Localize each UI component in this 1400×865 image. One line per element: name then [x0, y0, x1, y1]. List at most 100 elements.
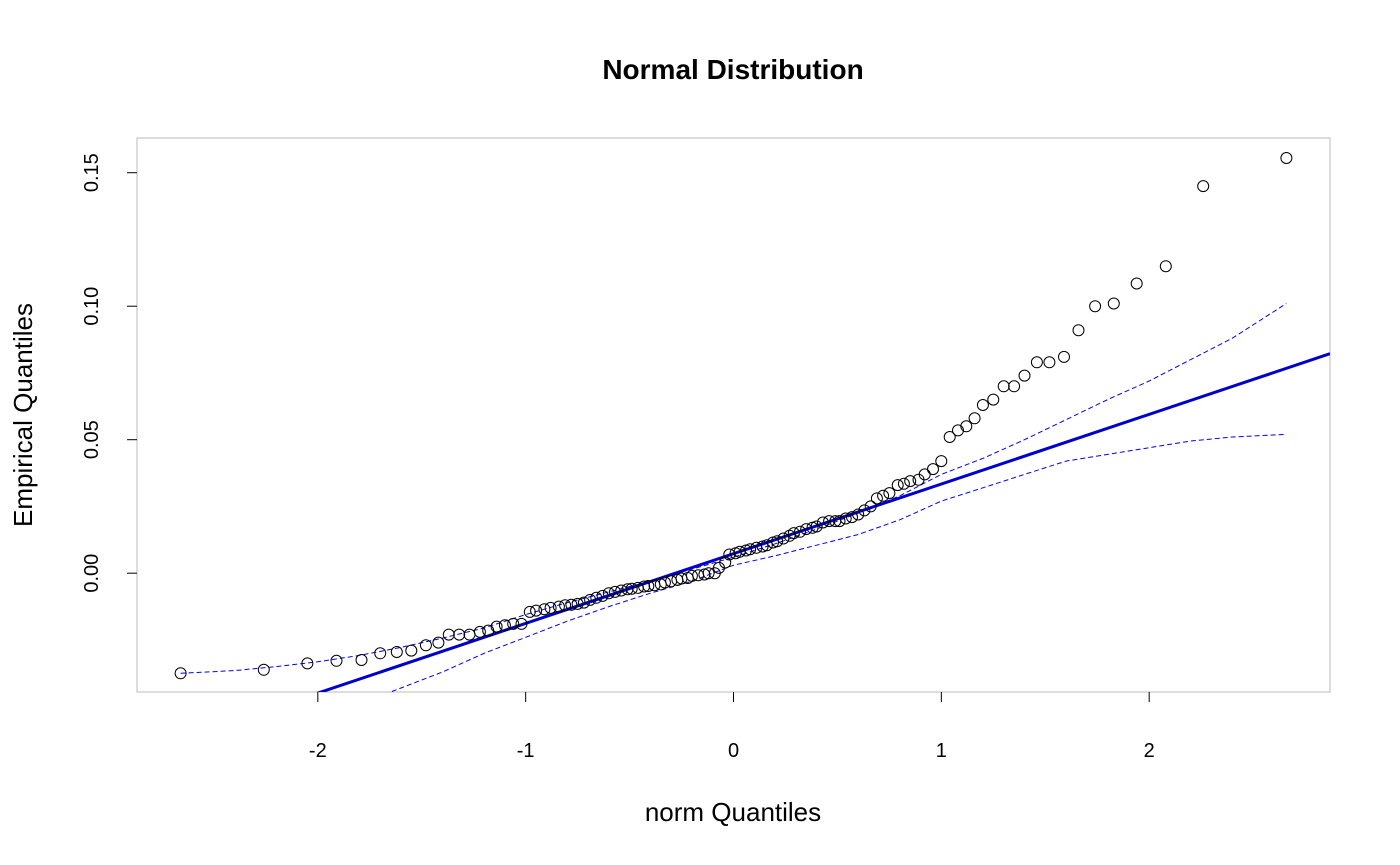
data-point: [976, 399, 989, 411]
x-tick-label: -2: [309, 740, 327, 762]
data-point: [442, 628, 455, 641]
data-point: [852, 508, 865, 521]
data-point: [877, 489, 890, 502]
data-point: [405, 644, 418, 657]
data-point: [355, 654, 368, 666]
data-point: [777, 532, 790, 545]
data-point: [419, 639, 432, 652]
reference-line: [316, 352, 1330, 692]
data-point: [330, 654, 343, 667]
data-point: [1058, 350, 1070, 363]
data-point: [794, 525, 806, 538]
data-point: [839, 512, 852, 525]
data-point: [1072, 324, 1085, 337]
data-point: [584, 593, 597, 606]
data-point: [771, 535, 784, 548]
data-point: [498, 619, 511, 632]
data-point: [858, 504, 871, 517]
data-point: [883, 487, 896, 500]
data-point: [1159, 260, 1172, 273]
data-point: [374, 647, 387, 660]
x-axis-label: norm Quantiles: [645, 797, 821, 827]
x-tick-label: -1: [517, 740, 535, 762]
data-point: [810, 520, 823, 533]
y-tick-label: 0.05: [81, 420, 103, 459]
data-point: [1107, 297, 1120, 310]
data-point: [1089, 300, 1102, 313]
data-point: [943, 431, 956, 443]
data-point: [453, 628, 466, 641]
y-tick-label: 0.10: [81, 287, 103, 326]
y-tick-label: 0.00: [81, 554, 103, 593]
data-point: [904, 475, 917, 488]
data-point: [870, 492, 883, 505]
data-point: [846, 511, 858, 524]
x-tick-label: 1: [936, 740, 947, 762]
data-point: [997, 380, 1010, 393]
data-point: [390, 646, 403, 658]
data-point: [833, 515, 846, 528]
data-points: [174, 152, 1293, 680]
data-point: [544, 601, 557, 614]
data-point: [523, 605, 536, 618]
data-point: [987, 393, 1000, 406]
data-point: [301, 657, 314, 670]
data-point: [675, 572, 688, 585]
data-point: [760, 539, 773, 552]
data-point: [1043, 356, 1056, 369]
data-point: [174, 667, 187, 680]
data-point: [507, 617, 520, 630]
data-point: [1280, 152, 1293, 164]
data-point: [602, 587, 615, 600]
envelope-upper: [180, 303, 1287, 674]
data-point: [1197, 180, 1210, 193]
data-point: [432, 636, 445, 649]
data-point: [787, 527, 800, 540]
data-point: [864, 500, 877, 513]
data-point: [823, 515, 836, 528]
data-point: [571, 597, 584, 610]
data-point: [473, 625, 486, 638]
data-point: [490, 620, 503, 633]
data-point: [482, 624, 495, 637]
data-point: [685, 569, 698, 582]
data-point: [565, 598, 578, 611]
y-axis: 0.00 0.05 0.10 0.15: [81, 153, 137, 593]
data-point: [559, 599, 572, 612]
data-point: [1030, 356, 1043, 369]
data-point: [1008, 380, 1021, 393]
data-point: [935, 455, 948, 468]
data-point: [609, 585, 621, 598]
data-point: [891, 479, 904, 492]
data-point: [952, 424, 964, 437]
x-tick-label: 2: [1144, 740, 1155, 762]
y-tick-label: 0.15: [81, 153, 103, 192]
data-point: [538, 603, 551, 616]
data-point: [257, 663, 270, 676]
data-point: [1130, 277, 1143, 290]
data-point: [590, 591, 603, 604]
confidence-envelope: [180, 303, 1287, 692]
data-point: [897, 477, 910, 490]
data-point: [552, 600, 565, 613]
y-axis-label: Empirical Quantiles: [8, 303, 38, 527]
data-point: [816, 516, 829, 529]
data-point: [960, 420, 973, 433]
data-point: [968, 412, 981, 425]
x-axis: -2 -1 0 1 2: [309, 692, 1155, 762]
reference-line-layer: [316, 352, 1330, 692]
x-tick-label: 0: [728, 740, 739, 762]
data-point: [515, 617, 528, 630]
data-point: [702, 567, 715, 580]
data-point: [744, 543, 757, 556]
data-point: [530, 604, 543, 617]
data-point: [577, 596, 590, 609]
data-point: [596, 589, 609, 602]
data-point: [463, 628, 476, 641]
data-point: [658, 576, 671, 589]
data-point: [642, 580, 655, 592]
data-point: [1018, 369, 1031, 382]
data-point: [719, 556, 732, 569]
data-point: [927, 463, 939, 476]
